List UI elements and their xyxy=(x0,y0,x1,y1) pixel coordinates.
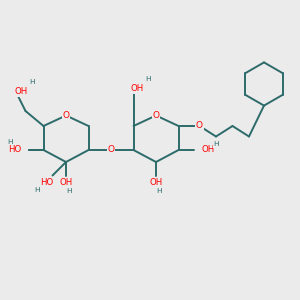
Text: H: H xyxy=(29,80,34,85)
Text: OH: OH xyxy=(130,84,144,93)
Text: OH: OH xyxy=(201,146,214,154)
Text: H: H xyxy=(8,140,13,146)
Text: H: H xyxy=(146,76,151,82)
Text: HO: HO xyxy=(8,145,22,154)
Text: H: H xyxy=(8,139,13,145)
Text: O: O xyxy=(196,122,203,130)
Text: HO: HO xyxy=(40,178,53,187)
Text: O: O xyxy=(62,111,70,120)
Text: OH: OH xyxy=(149,178,163,187)
Text: O: O xyxy=(152,111,160,120)
Text: H: H xyxy=(66,188,72,194)
Text: H: H xyxy=(34,187,39,193)
Text: HO: HO xyxy=(8,146,22,154)
Text: OH: OH xyxy=(14,87,28,96)
Text: O: O xyxy=(107,146,115,154)
Text: H: H xyxy=(156,188,162,194)
Text: H: H xyxy=(213,141,219,147)
Text: OH: OH xyxy=(59,178,73,187)
